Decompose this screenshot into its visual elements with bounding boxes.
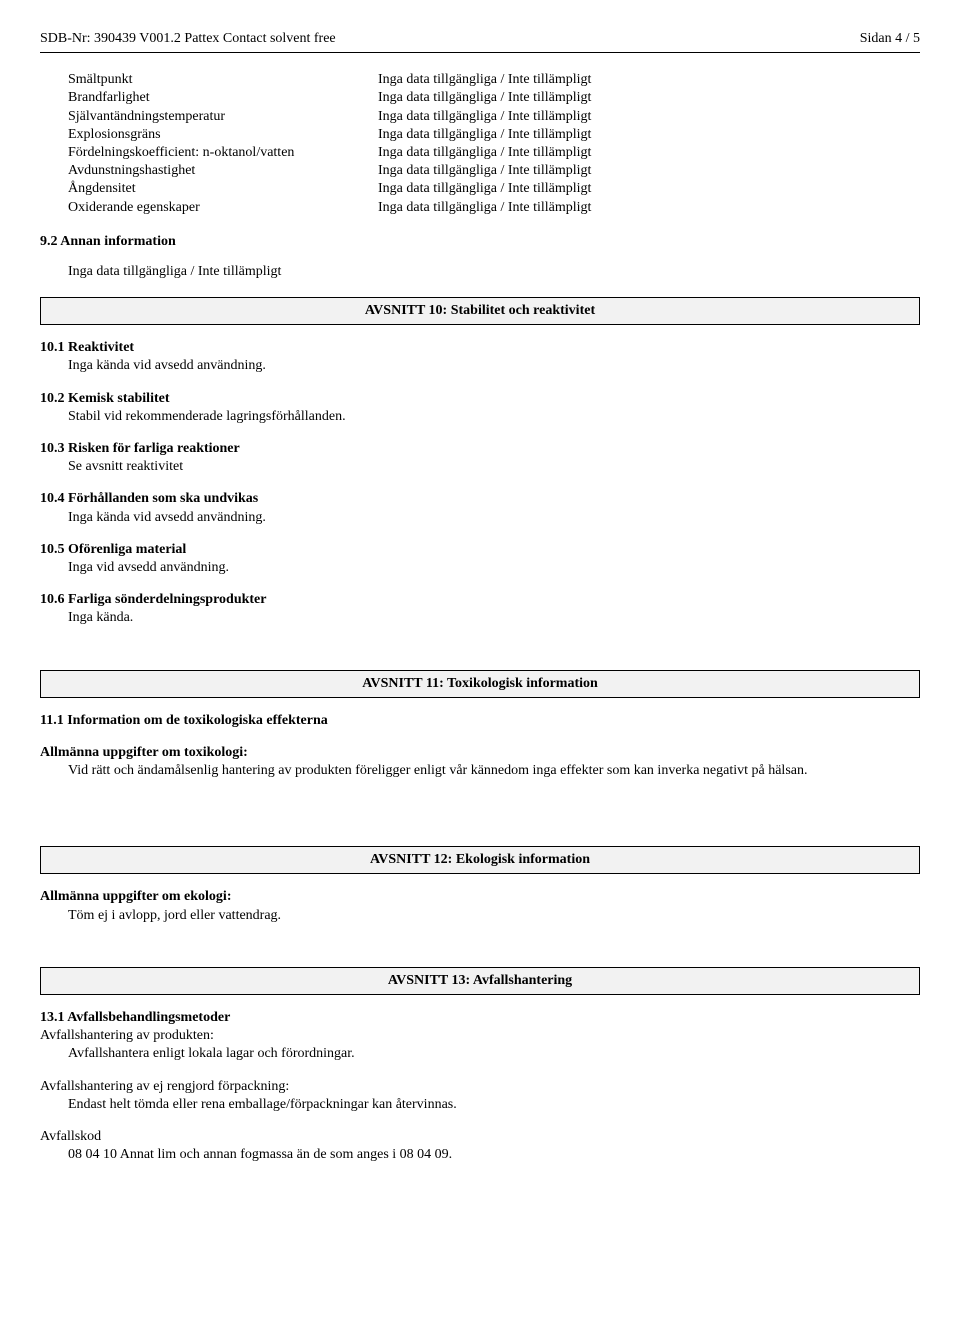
sec10-6-title: 10.6 Farliga sönderdelningsprodukter [40,591,920,609]
spacer [40,794,920,806]
sec10-6-body: Inga kända. [68,609,920,627]
properties-list: Smältpunkt Inga data tillgängliga / Inte… [68,71,920,217]
property-label: Oxiderande egenskaper [68,199,378,217]
sec13-body3: 08 04 10 Annat lim och annan fogmassa än… [68,1146,920,1164]
sec10-3-body: Se avsnitt reaktivitet [68,458,920,476]
header-right: Sidan 4 / 5 [860,30,920,48]
sec10-4: 10.4 Förhållanden som ska undvikas Inga … [40,490,920,526]
sec13-1-title: 13.1 Avfallsbehandlingsmetoder [40,1009,920,1027]
spacer [40,939,920,951]
property-label: Smältpunkt [68,71,378,89]
sec12-eco: Allmänna uppgifter om ekologi: Töm ej i … [40,888,920,924]
property-label: Ångdensitet [68,180,378,198]
property-row: Brandfarlighet Inga data tillgängliga / … [68,89,920,107]
header-left: SDB-Nr: 390439 V001.2 Pattex Contact sol… [40,30,336,48]
property-row: Explosionsgräns Inga data tillgängliga /… [68,126,920,144]
sec13-label2: Avfallshantering av ej rengjord förpackn… [40,1078,920,1096]
property-row: Avdunstningshastighet Inga data tillgäng… [68,162,920,180]
sec9-2-title: 9.2 Annan information [40,233,920,251]
section10-bar: AVSNITT 10: Stabilitet och reaktivitet [40,297,920,325]
sec9-2-body: Inga data tillgängliga / Inte tillämplig… [68,263,920,281]
sec10-5-body: Inga vid avsedd användning. [68,559,920,577]
sec10-4-body: Inga kända vid avsedd användning. [68,509,920,527]
sec13-label3: Avfallskod [40,1128,920,1146]
sec10-3: 10.3 Risken för farliga reaktioner Se av… [40,440,920,476]
section11-bar: AVSNITT 11: Toxikologisk information [40,670,920,698]
sec10-2: 10.2 Kemisk stabilitet Stabil vid rekomm… [40,390,920,426]
section12-bar: AVSNITT 12: Ekologisk information [40,846,920,874]
spacer [40,818,920,830]
property-value: Inga data tillgängliga / Inte tillämplig… [378,180,920,198]
property-label: Avdunstningshastighet [68,162,378,180]
sec10-5: 10.5 Oförenliga material Inga vid avsedd… [40,541,920,577]
property-row: Ångdensitet Inga data tillgängliga / Int… [68,180,920,198]
property-value: Inga data tillgängliga / Inte tillämplig… [378,108,920,126]
property-label: Självantändningstemperatur [68,108,378,126]
sec10-6: 10.6 Farliga sönderdelningsprodukter Ing… [40,591,920,627]
section13-bar: AVSNITT 13: Avfallshantering [40,967,920,995]
header-rule [40,52,920,53]
property-row: Självantändningstemperatur Inga data til… [68,108,920,126]
sec11-label: Allmänna uppgifter om toxikologi: [40,744,920,762]
property-value: Inga data tillgängliga / Inte tillämplig… [378,89,920,107]
property-row: Smältpunkt Inga data tillgängliga / Inte… [68,71,920,89]
property-label: Explosionsgräns [68,126,378,144]
property-label: Fördelningskoefficient: n-oktanol/vatten [68,144,378,162]
sec13-3: Avfallskod 08 04 10 Annat lim och annan … [40,1128,920,1164]
sec10-1: 10.1 Reaktivitet Inga kända vid avsedd a… [40,339,920,375]
sec9-2-block: 9.2 Annan information Inga data tillgäng… [40,233,920,281]
sec13-body2: Endast helt tömda eller rena emballage/f… [68,1096,920,1114]
sec12-label: Allmänna uppgifter om ekologi: [40,888,920,906]
sec13-1: 13.1 Avfallsbehandlingsmetoder Avfallsha… [40,1009,920,1064]
spacer [40,251,920,263]
sec10-4-title: 10.4 Förhållanden som ska undvikas [40,490,920,508]
sec10-2-body: Stabil vid rekommenderade lagringsförhål… [68,408,920,426]
property-value: Inga data tillgängliga / Inte tillämplig… [378,126,920,144]
sec13-body1: Avfallshantera enligt lokala lagar och f… [68,1045,920,1063]
property-row: Fördelningskoefficient: n-oktanol/vatten… [68,144,920,162]
sec11-1: 11.1 Information om de toxikologiska eff… [40,712,920,730]
sec10-2-title: 10.2 Kemisk stabilitet [40,390,920,408]
sec11-tox: Allmänna uppgifter om toxikologi: Vid rä… [40,744,920,780]
property-value: Inga data tillgängliga / Inte tillämplig… [378,162,920,180]
sec13-2: Avfallshantering av ej rengjord förpackn… [40,1078,920,1114]
property-row: Oxiderande egenskaper Inga data tillgäng… [68,199,920,217]
sec10-5-title: 10.5 Oförenliga material [40,541,920,559]
spacer [40,642,920,654]
property-value: Inga data tillgängliga / Inte tillämplig… [378,199,920,217]
sec11-body: Vid rätt och ändamålsenlig hantering av … [68,762,920,780]
sec12-body: Töm ej i avlopp, jord eller vattendrag. [68,907,920,925]
property-label: Brandfarlighet [68,89,378,107]
property-value: Inga data tillgängliga / Inte tillämplig… [378,144,920,162]
sec13-label1: Avfallshantering av produkten: [40,1027,920,1045]
sec10-3-title: 10.3 Risken för farliga reaktioner [40,440,920,458]
page: SDB-Nr: 390439 V001.2 Pattex Contact sol… [0,0,960,1218]
sec10-1-body: Inga kända vid avsedd användning. [68,357,920,375]
property-value: Inga data tillgängliga / Inte tillämplig… [378,71,920,89]
sec10-1-title: 10.1 Reaktivitet [40,339,920,357]
sec11-1-title: 11.1 Information om de toxikologiska eff… [40,712,920,730]
spacer [40,806,920,818]
header-row: SDB-Nr: 390439 V001.2 Pattex Contact sol… [40,30,920,48]
